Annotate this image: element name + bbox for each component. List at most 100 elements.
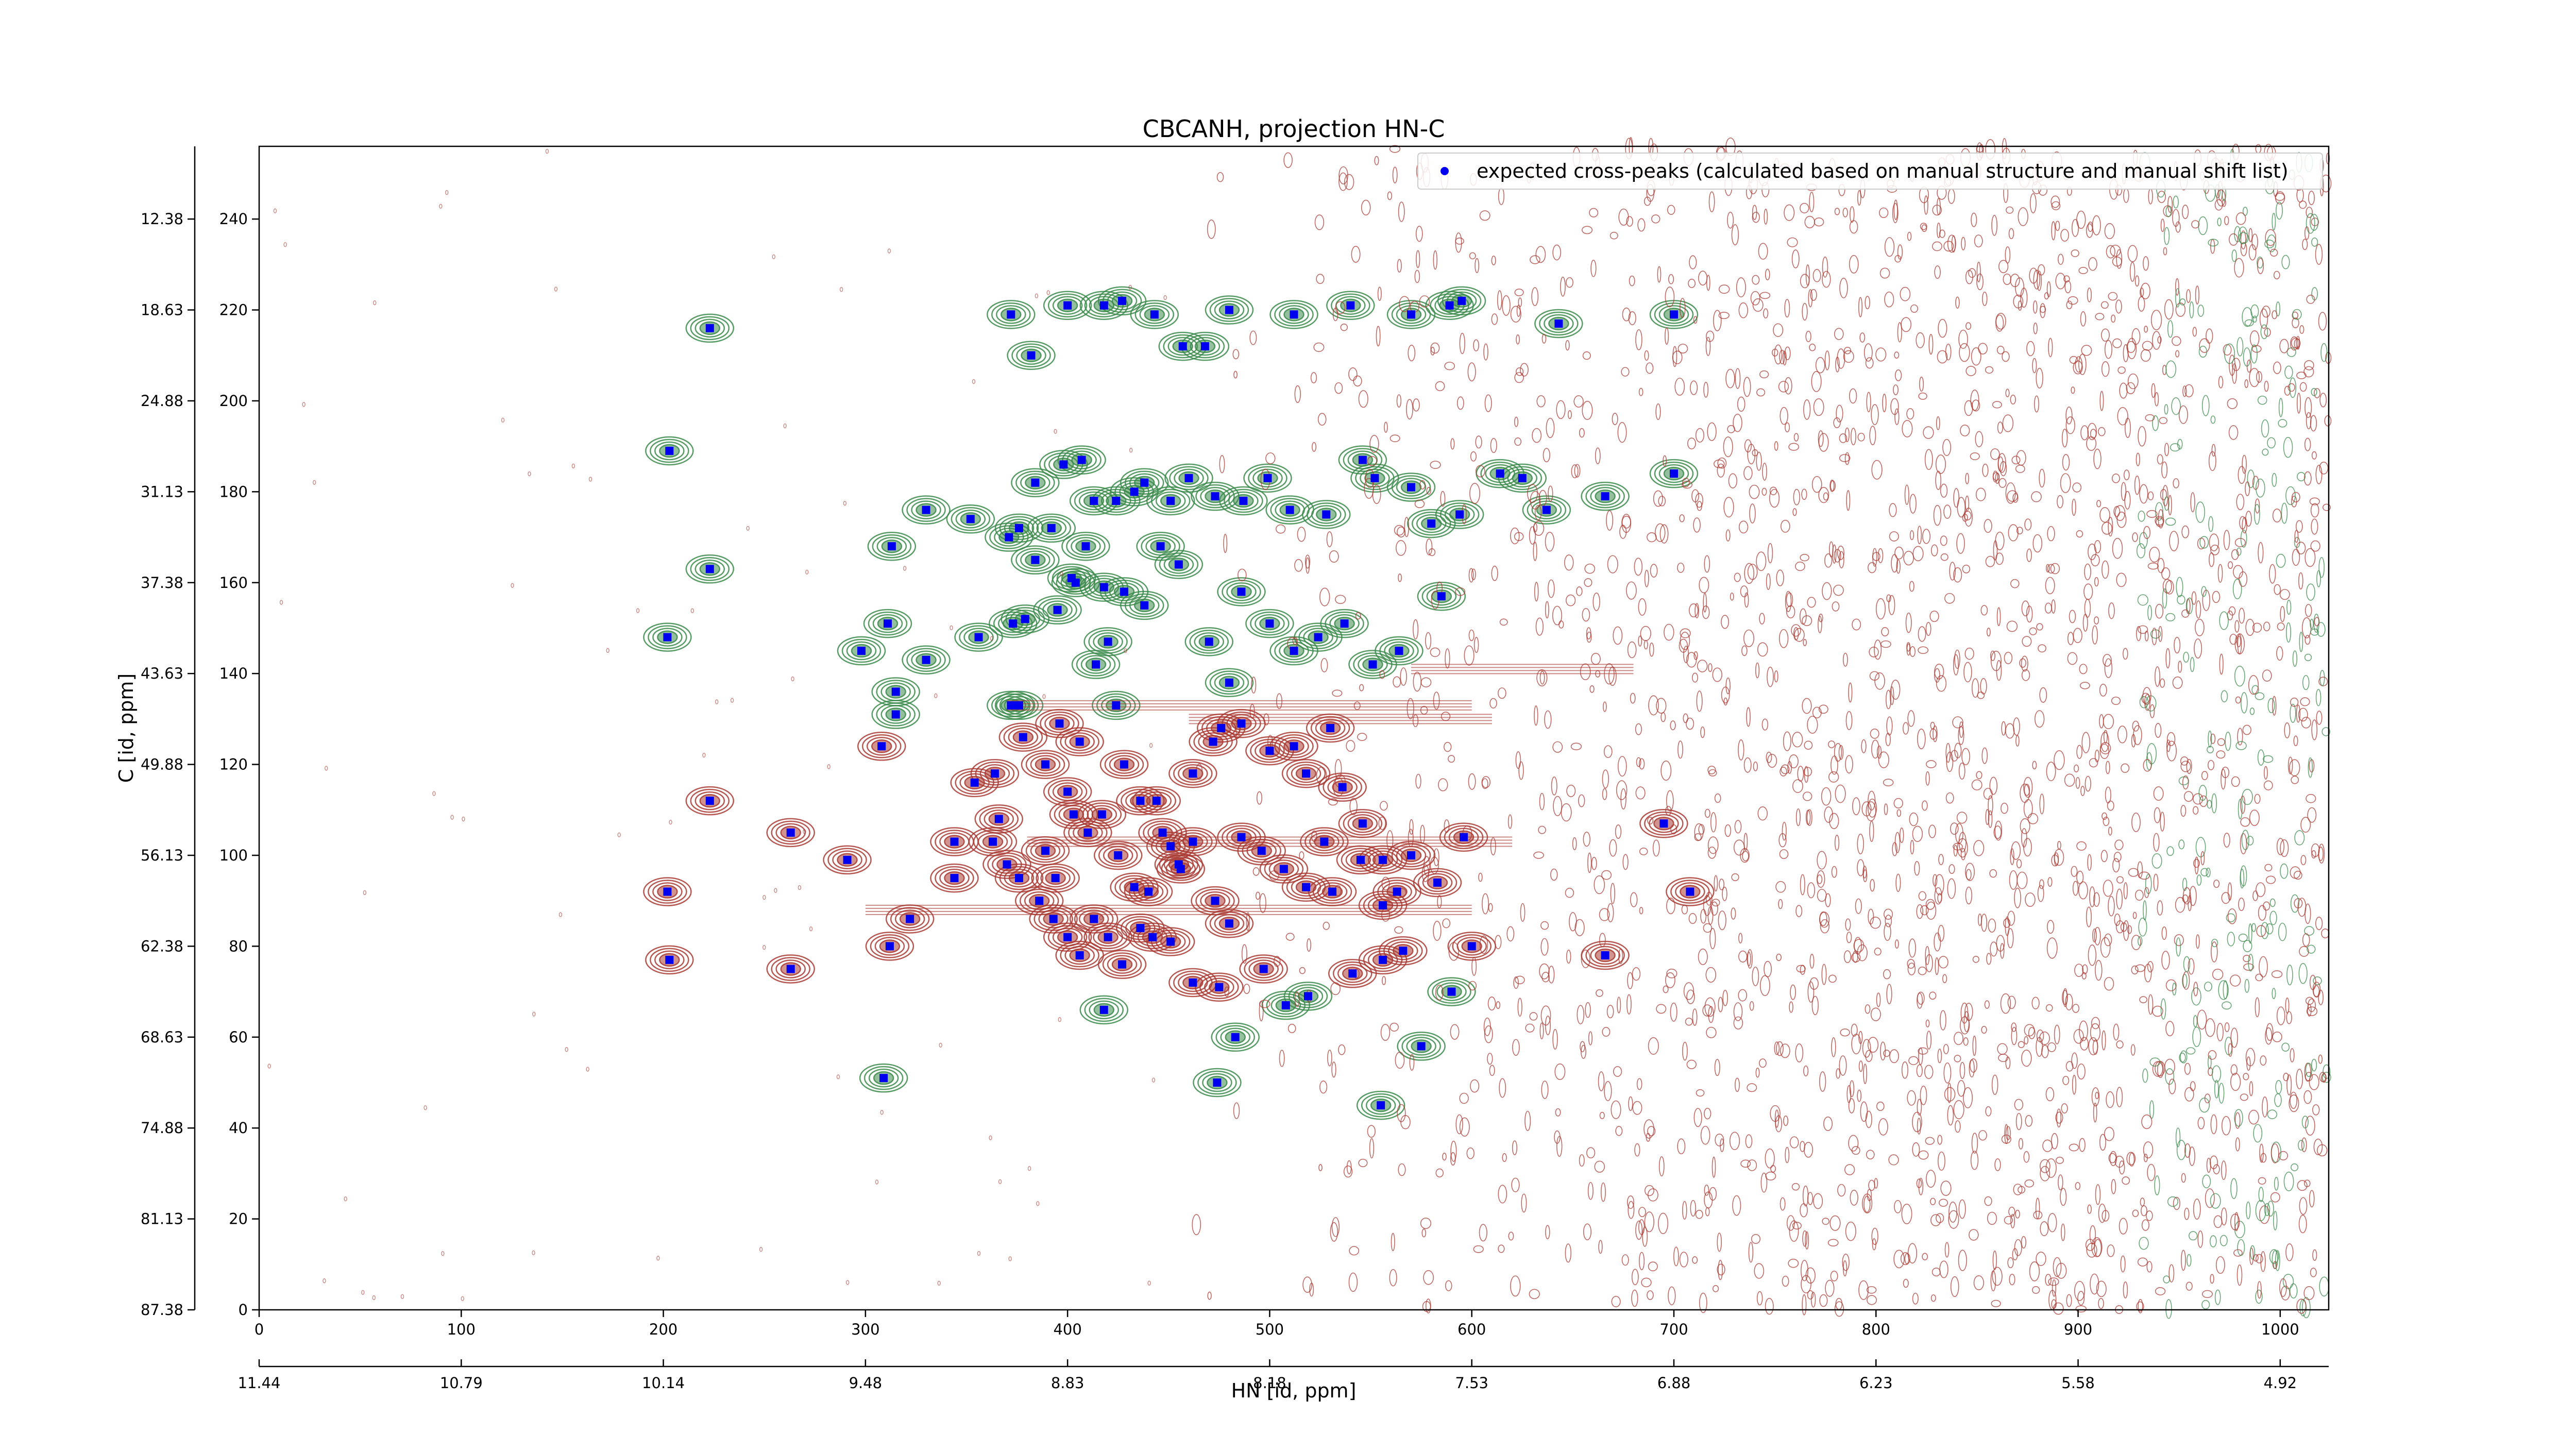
noise-contour [2276,553,2286,568]
noise-contour [1956,812,1968,824]
noise-contour [2198,345,2208,358]
noise-contour [2010,579,2020,588]
noise-contour [2131,328,2141,345]
noise-contour [2199,795,2208,807]
contour-ring [1215,1025,1255,1050]
noise-contour [1937,1135,1943,1145]
noise-contour [1851,1023,1858,1037]
noise-contour [1539,1022,1544,1040]
expected-peak-marker [663,887,672,896]
x-tick-label: 600 [1458,1321,1486,1338]
noise-contour [1482,893,1489,915]
expected-peak-marker [1189,978,1197,987]
expected-peak-marker [1047,524,1056,532]
noise-contour [2091,1087,2100,1107]
noise-contour [2217,564,2223,583]
noise-contour [1732,1195,1741,1216]
noise-contour [1792,508,1797,516]
noise-contour [1976,771,1982,780]
noise-contour [759,1247,763,1252]
noise-contour [2221,690,2228,703]
noise-contour [1696,1089,1705,1097]
noise-contour [1958,1199,1966,1219]
noise-contour [1731,873,1739,882]
noise-contour [1718,312,1730,319]
noise-contour [2128,868,2139,877]
noise-contour [2182,205,2189,220]
contour-ring [1539,311,1579,336]
noise-contour [1602,788,1607,800]
noise-contour [1706,1026,1717,1038]
noise-contour [372,1295,376,1301]
noise-contour [1945,792,1954,804]
noise-contour [2087,854,2092,871]
noise-contour [1340,324,1348,331]
noise-contour [1688,913,1697,924]
contour-ring [1281,758,1331,788]
noise-contour [1803,399,1811,420]
expected-peak-marker [879,1074,888,1083]
noise-contour [977,1251,981,1256]
contour-ring [1057,445,1106,475]
noise-contour [2208,516,2214,532]
noise-contour [2015,464,2025,473]
noise-contour [2236,337,2244,357]
noise-contour [1828,771,1839,783]
contour-ring [1226,582,1257,601]
noise-contour [1330,1222,1338,1242]
noise-contour [1421,1228,1427,1238]
noise-contour [2319,1072,2327,1083]
noise-contour [1223,533,1228,553]
noise-contour [809,926,813,932]
noise-contour [1800,1141,1805,1152]
contour-ring [1279,641,1309,661]
contour-ring [1214,300,1245,319]
contour-ring [1432,980,1471,1004]
noise-contour [2209,1235,2217,1247]
noise-contour [1592,593,1600,611]
noise-contour [702,752,706,758]
noise-contour [2312,1104,2320,1116]
noise-contour [2094,1239,2102,1257]
noise-contour [1857,944,1868,961]
noise-contour [1896,809,1902,817]
noise-contour [2285,1243,2294,1261]
noise-contour [1976,261,1981,283]
noise-contour [2304,397,2312,418]
contour-ring [1124,593,1164,618]
expected-peak-marker [1427,519,1436,528]
noise-contour [2265,875,2276,884]
noise-contour [1800,1259,1808,1281]
noise-contour [1759,1058,1767,1068]
noise-contour [2088,257,2097,271]
noise-contour [2264,864,2273,872]
contour-ring [766,954,815,984]
noise-contour [2304,604,2312,617]
noise-contour [2066,1294,2072,1307]
noise-contour [1680,298,1686,318]
contour-ring [1150,930,1191,954]
noise-contour [1541,971,1550,983]
noise-contour [2305,1116,2315,1136]
contour-ring [1102,952,1142,976]
noise-contour [1604,1081,1612,1102]
noise-contour [1810,289,1817,301]
noise-contour [1778,899,1783,909]
noise-contour [1862,1039,1871,1058]
noise-contour [1681,904,1688,915]
noise-contour [1800,554,1809,562]
noise-contour [2064,773,2075,787]
legend-box [1417,153,2323,190]
noise-contour [2294,830,2305,846]
noise-contour [1948,1210,1959,1229]
noise-contour [2267,1201,2274,1217]
noise-contour [2147,1163,2156,1182]
noise-contour [1561,803,1572,822]
noise-contour [1688,278,1696,288]
contour-ring [872,614,903,633]
expected-peak-marker [988,837,997,846]
y-tick-label: 0 [239,1301,248,1319]
noise-contour [1334,759,1342,779]
noise-contour [1343,1165,1353,1178]
noise-contour [2259,1143,2264,1163]
